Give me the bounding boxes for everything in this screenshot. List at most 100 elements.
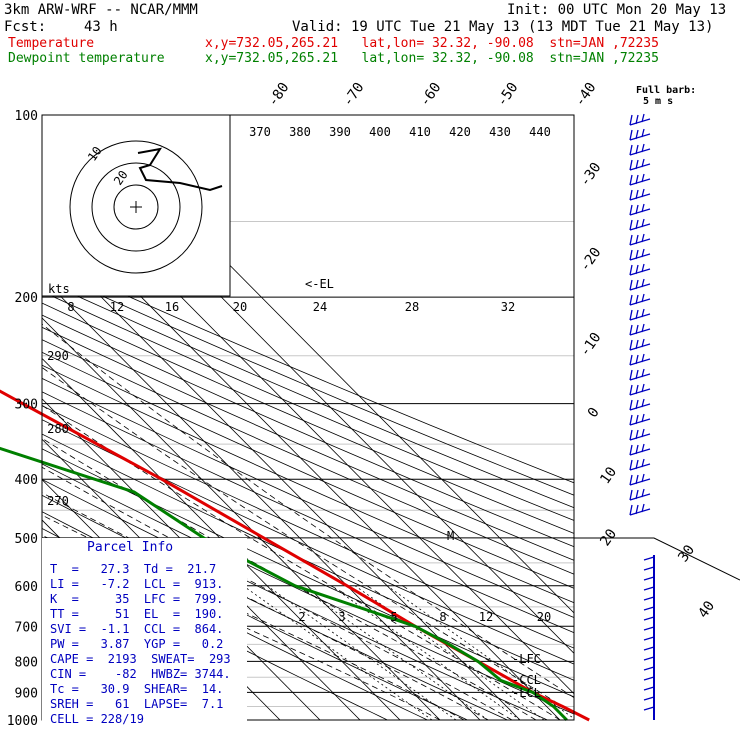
model-title: 3km ARW-WRF -- NCAR/MMM: [4, 2, 198, 18]
wind-barb: [629, 173, 651, 186]
isotherm-label: 0: [585, 405, 603, 421]
isotherm-line: [42, 357, 401, 720]
wind-barb-low: [643, 616, 655, 621]
parcel-info-box: Parcel Info T = 27.3 Td = 21.7 LI = -7.2…: [42, 538, 247, 728]
mixing-ratio-line: [386, 585, 574, 720]
dry-adiabat: [42, 405, 574, 649]
parcel-row: LI = -7.2 LCL = 913.: [50, 577, 224, 591]
wind-barb: [629, 158, 651, 171]
moist-adiabat: [42, 323, 574, 699]
theta-label: 420: [449, 125, 471, 139]
level-label: <-EL: [305, 277, 334, 291]
dry-adiabat: [42, 433, 574, 681]
wind-barb: [629, 488, 651, 501]
wind-barb: [629, 188, 651, 201]
wind-barb-low: [643, 586, 655, 591]
barb-note: Full barb:: [636, 85, 697, 96]
hodo-ring: [91, 162, 181, 252]
dry-adiabat: [42, 268, 574, 496]
isotherm-label: -60: [417, 80, 445, 110]
dry-adiabat: [42, 290, 574, 521]
hodo-ring-label: 12: [110, 300, 124, 314]
mixing-ratio-label: 20: [537, 610, 551, 624]
dry-adiabat: [42, 339, 574, 575]
mixing-ratio-label: 2: [298, 610, 305, 624]
level-label: -LFC: [512, 652, 541, 666]
wind-barb-low: [643, 566, 655, 571]
wind-barb-low: [643, 596, 655, 601]
dry-adiabat: [42, 351, 574, 589]
parcel-row: PW = 3.87 YGP = 0.2: [50, 637, 224, 651]
wind-barb: [629, 368, 651, 381]
wind-barb-low: [643, 556, 655, 561]
wind-barb: [629, 338, 651, 351]
pressure-label: 1000: [7, 714, 38, 729]
pressure-label: 900: [15, 686, 38, 701]
wind-barb: [629, 458, 651, 471]
parcel-row: T = 27.3 Td = 21.7: [50, 562, 217, 576]
moist-adiabat: [42, 514, 465, 720]
isotherm-label: -70: [340, 80, 368, 110]
moist-adiabat: [42, 366, 574, 715]
parcel-row: CIN = -82 HWBZ= 3744.: [50, 667, 231, 681]
isotherm-line: [42, 317, 441, 720]
mixing-ratio-label: 5: [390, 610, 397, 624]
parcel-row: K = 35 LFC = 799.: [50, 592, 224, 606]
level-label: -LCL: [512, 686, 541, 700]
hodograph: 20 10 kts: [41, 114, 231, 297]
isotherm-line: [42, 277, 481, 720]
parcel-row: CAPE = 2193 SWEAT= 293: [50, 652, 231, 666]
isotherm-label: -80: [265, 80, 293, 110]
dry-adiabat: [42, 391, 574, 634]
pressure-label: 300: [15, 398, 38, 413]
init-time: Init: 00 UTC Mon 20 May 13: [507, 2, 727, 18]
wind-barb: [629, 413, 651, 426]
parcel-row: SVI = -1.1 CCL = 864.: [50, 622, 224, 636]
theta-label: 370: [249, 125, 271, 139]
parcel-row: SREH = 61 LAPSE= 7.1: [50, 697, 224, 711]
wind-barb: [629, 473, 651, 486]
wind-barb: [629, 428, 651, 441]
isotherm-label: 10: [597, 464, 620, 487]
dry-adiabat: [42, 302, 574, 534]
dry-adiabat: [42, 279, 574, 509]
wind-barb: [629, 263, 651, 276]
parcel-row: TT = 51 EL = 190.: [50, 607, 224, 621]
parcel-row: CELL = 228/19: [50, 712, 144, 726]
pressure-label: 200: [15, 291, 38, 306]
wind-barb: [629, 503, 651, 516]
fcst-hours: 43 h: [84, 19, 118, 35]
wind-barb: [629, 233, 651, 246]
wind-barb: [629, 218, 651, 231]
hodo-ring: [113, 184, 159, 230]
wind-barb-low: [643, 686, 655, 691]
wind-barb: [629, 128, 651, 141]
wind-barb-low: [643, 576, 655, 581]
mixing-ratio-label: 8: [439, 610, 446, 624]
theta-label: 400: [369, 125, 391, 139]
mixing-ratio-line: [242, 585, 433, 720]
barb-note-units: 5 m s: [643, 96, 674, 107]
wind-barb: [629, 443, 651, 456]
hodo-units: kts: [48, 282, 70, 296]
hodo-radius-label: 20: [111, 168, 131, 188]
theta-label: 410: [409, 125, 431, 139]
theta-side-label: 270: [47, 494, 69, 508]
legend-dewpoint: Dewpoint temperature: [8, 51, 165, 66]
wind-barb: [629, 383, 651, 396]
mixing-ratio-label: 3: [338, 610, 345, 624]
isotherm-line: [42, 236, 521, 720]
pressure-label: 700: [15, 620, 38, 635]
isotherm-label: -40: [572, 80, 600, 110]
parcel-info-title: Parcel Info: [87, 540, 174, 555]
wind-barb-low: [643, 696, 655, 701]
dry-adiabat: [42, 257, 574, 484]
moist-adiabat: [42, 534, 441, 720]
dry-adiabat: [42, 448, 574, 698]
hodo-ring-label: 8: [67, 300, 74, 314]
wind-barbs: [629, 113, 655, 720]
wind-barb: [629, 308, 651, 321]
plot-frame: [41, 114, 575, 721]
wind-barb: [629, 248, 651, 261]
